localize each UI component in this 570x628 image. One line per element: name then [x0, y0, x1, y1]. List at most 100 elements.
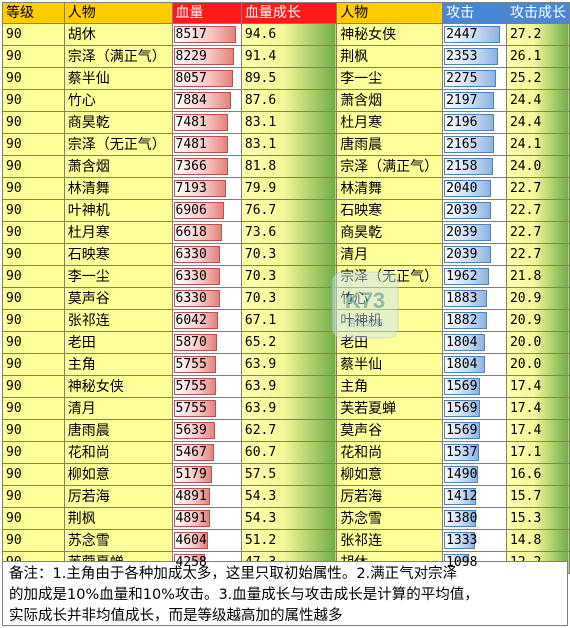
hp-name-cell: 厉若海 [63, 485, 173, 508]
atk-name-cell: 主角 [336, 375, 444, 398]
atk-value: 2353 [446, 49, 478, 64]
table-row: 90 林清舞 7193 79.9 林清舞 2040 22.7 [2, 177, 570, 200]
atk-growth-cell: 20.9 [505, 287, 570, 310]
hp-name-cell: 蔡半仙 [63, 67, 173, 90]
atk-cell: 2039 [442, 199, 507, 222]
hp-bar [173, 312, 218, 329]
atk-growth-cell: 17.1 [505, 441, 570, 464]
atk-name-cell: 老田 [336, 331, 444, 354]
level-cell: 90 [2, 155, 65, 178]
hp-name-cell: 林清舞 [63, 177, 173, 200]
hp-growth-cell: 60.7 [240, 441, 338, 464]
atk-bar [444, 70, 497, 87]
hp-value: 4891 [175, 489, 207, 504]
level-cell: 90 [2, 221, 65, 244]
header-level: 等级 [2, 2, 65, 24]
hp-name-cell: 商昊乾 [63, 111, 173, 134]
table-row: 90 张祁连 6042 67.1 叶神机 1882 20.9 [2, 309, 570, 332]
atk-value: 2447 [446, 27, 478, 42]
level-cell: 90 [2, 111, 65, 134]
hp-value: 7193 [175, 181, 207, 196]
hp-growth-cell: 63.9 [240, 397, 338, 420]
table-row: 90 厉若海 4891 54.3 厉若海 1412 15.7 [2, 485, 570, 508]
atk-cell: 1882 [442, 309, 507, 332]
level-cell: 90 [2, 419, 65, 442]
table-row: 90 宗泽（无正气） 7481 83.1 唐雨晨 2165 24.1 [2, 133, 570, 156]
atk-bar [444, 246, 492, 263]
atk-growth-cell: 24.4 [505, 111, 570, 134]
hp-name-cell: 萧含烟 [63, 155, 173, 178]
hp-cell: 7481 [171, 133, 242, 156]
level-cell: 90 [2, 199, 65, 222]
level-cell: 90 [2, 485, 65, 508]
table-row: 90 唐雨晨 5639 62.7 莫声谷 1569 17.4 [2, 419, 570, 442]
table-row: 90 胡休 8517 94.6 神秘女侠 2447 27.2 [2, 23, 570, 46]
table-row: 90 主角 5755 63.9 蔡半仙 1804 20.0 [2, 353, 570, 376]
hp-value: 7884 [175, 93, 207, 108]
atk-name-cell: 萧含烟 [336, 89, 444, 112]
hp-growth-cell: 73.6 [240, 221, 338, 244]
hp-value: 5870 [175, 335, 207, 350]
hp-bar [173, 356, 216, 373]
hp-bar [173, 92, 231, 109]
hp-name-cell: 宗泽（满正气） [63, 45, 173, 68]
table-row: 90 萧含烟 7366 81.8 宗泽（满正气） 2158 24.0 [2, 155, 570, 178]
hp-cell: 5755 [171, 397, 242, 420]
hp-value: 6330 [175, 291, 207, 306]
atk-name-cell: 宗泽（无正气） [336, 265, 444, 288]
hp-value: 8057 [175, 71, 207, 86]
atk-bar [444, 114, 495, 131]
atk-value: 2039 [446, 225, 478, 240]
atk-name-cell: 石映寒 [336, 199, 444, 222]
hp-growth-cell: 63.9 [240, 375, 338, 398]
atk-cell: 2039 [442, 243, 507, 266]
hp-growth-cell: 51.2 [240, 529, 338, 552]
hp-value: 5755 [175, 357, 207, 372]
atk-name-cell: 李一尘 [336, 67, 444, 90]
header-name-hp: 人物 [63, 2, 173, 24]
atk-name-cell: 宗泽（满正气） [336, 155, 444, 178]
hp-bar [173, 224, 222, 241]
table-row: 90 李一尘 6330 70.3 宗泽（无正气） 1962 21.8 [2, 265, 570, 288]
level-cell: 90 [2, 287, 65, 310]
atk-growth-cell: 22.7 [505, 177, 570, 200]
table-row: 90 神秘女侠 5755 63.9 主角 1569 17.4 [2, 375, 570, 398]
footnote-line-3: 实际成长并非均值成长，而是等级越高加的属性越多 [9, 608, 343, 624]
header-atk: 攻击 [442, 2, 507, 24]
atk-bar [444, 466, 479, 483]
hp-value: 5755 [175, 379, 207, 394]
hp-bar [173, 246, 220, 263]
atk-cell: 1569 [442, 375, 507, 398]
table-row: 90 清月 5755 63.9 芙若夏蝉 1569 17.4 [2, 397, 570, 420]
atk-growth-cell: 24.0 [505, 155, 570, 178]
atk-cell: 1490 [442, 463, 507, 486]
atk-bar [444, 312, 488, 329]
hp-cell: 5755 [171, 375, 242, 398]
atk-growth-cell: 20.9 [505, 309, 570, 332]
atk-cell: 1412 [442, 485, 507, 508]
hp-value: 8229 [175, 49, 207, 64]
hp-bar [173, 334, 217, 351]
atk-growth-cell: 25.2 [505, 67, 570, 90]
hp-cell: 6330 [171, 265, 242, 288]
atk-growth-cell: 22.7 [505, 243, 570, 266]
atk-value: 1804 [446, 335, 478, 350]
table-row: 90 蔡半仙 8057 89.5 李一尘 2275 25.2 [2, 67, 570, 90]
atk-value: 1569 [446, 379, 478, 394]
hp-value: 6906 [175, 203, 207, 218]
hp-growth-cell: 70.3 [240, 243, 338, 266]
atk-bar [444, 48, 499, 65]
hp-value: 4891 [175, 511, 207, 526]
table-row: 90 杜月寒 6618 73.6 商昊乾 2039 22.7 [2, 221, 570, 244]
atk-bar [444, 180, 492, 197]
hp-bar [173, 202, 224, 219]
atk-name-cell: 叶神机 [336, 309, 444, 332]
header-hp-growth: 血量成长 [240, 2, 338, 24]
level-cell: 90 [2, 331, 65, 354]
atk-bar [444, 532, 476, 549]
atk-cell: 2353 [442, 45, 507, 68]
hp-bar [173, 268, 220, 285]
hp-value: 5179 [175, 467, 207, 482]
level-cell: 90 [2, 23, 65, 46]
atk-value: 1569 [446, 401, 478, 416]
